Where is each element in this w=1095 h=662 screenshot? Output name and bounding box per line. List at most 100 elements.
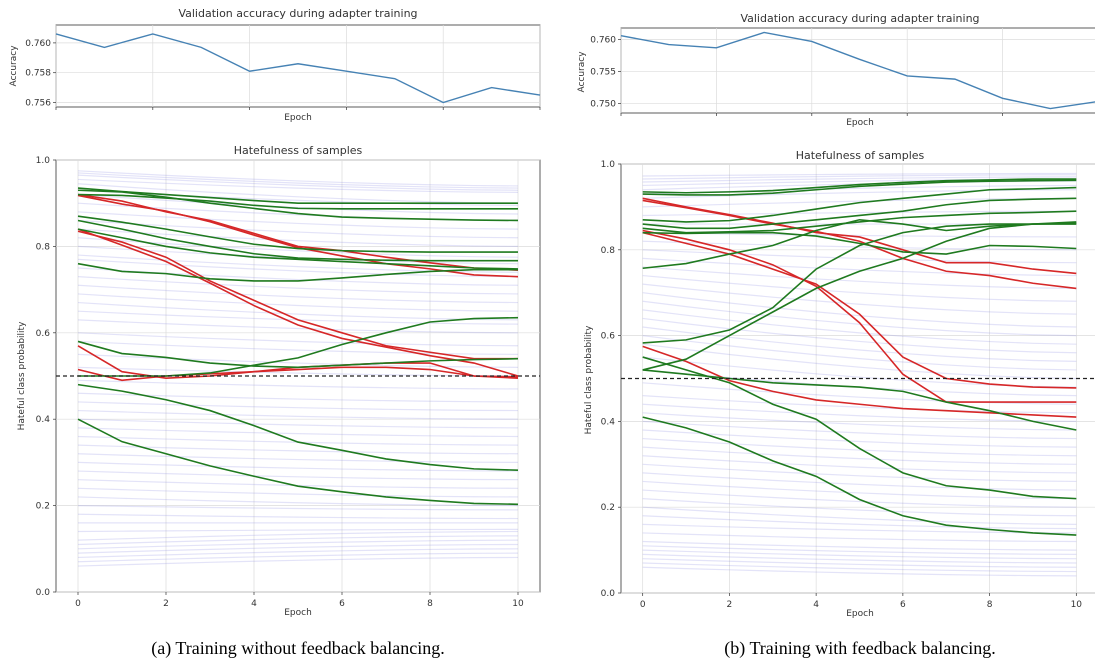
- panel-a-background-sample-line: [77, 174, 519, 191]
- panel-b-top-ytick-label: 0.760: [590, 36, 616, 46]
- panel-b-background-sample-line: [642, 562, 1077, 573]
- panel-b-background-sample-line: [642, 326, 1077, 362]
- panel-b-background-sample-line: [642, 210, 1077, 217]
- panel-b-red-sample-line: [642, 229, 1077, 403]
- panel-a-green-sample-line: [77, 383, 519, 471]
- panel-a-background-sample-line: [77, 453, 519, 463]
- panel-b-top-ytick-label: 0.755: [590, 67, 616, 77]
- panel-b-green-sample-line: [642, 197, 1077, 230]
- panel-b-caption: (b) Training with feedback balancing.: [724, 638, 995, 659]
- panel-b-green-sample-line: [642, 416, 1077, 536]
- panel-b-background-sample-line: [642, 429, 1077, 448]
- panel-a-background-sample-line: [77, 211, 519, 230]
- panel-a-background-sample-line: [77, 237, 519, 258]
- panel-b-background-sample-line: [642, 300, 1077, 337]
- panel-b-top-gridlines: [620, 28, 1095, 116]
- panel-a-background-sample-line: [77, 528, 519, 533]
- panel-b-bottom-yticks: 0.0 0.2 0.4 0.6 0.8 1.0: [601, 160, 621, 599]
- panel-a-green-sample-line: [77, 189, 519, 222]
- panel-b-background-sample-line: [642, 197, 1077, 208]
- panel-a-green-sample-line: [77, 340, 519, 369]
- panel-a-bottom-xticks: 0 2 4 6 8 10: [75, 592, 524, 609]
- panel-b-background-sample-line: [642, 498, 1077, 517]
- panel-a-top-series: [55, 33, 541, 104]
- panel-a-bottom-xtick-label: 10: [512, 599, 524, 609]
- panel-a-background-sample-line: [77, 487, 519, 498]
- panel-a-background-sample-line: [77, 444, 519, 455]
- panel-b-background-sample-line: [642, 176, 1077, 183]
- panel-a-green-sample-line: [77, 228, 519, 270]
- panel-a-red-sample-line: [77, 193, 519, 271]
- panel-b-background-sample-line: [642, 343, 1077, 380]
- panel-a-green-sample-line: [77, 215, 518, 253]
- panel-a-background-sample-line: [77, 418, 519, 429]
- panel-b-green-sample-line: [642, 221, 1077, 371]
- panel-a-green-sample-line: [77, 187, 518, 204]
- panel-b-bottom-ytick-label: 1.0: [601, 160, 616, 170]
- panel-a-bottom-xtick-label: 2: [163, 599, 169, 609]
- panel-b-background-sample-line: [642, 553, 1077, 564]
- panel-b-top-ylabel: Accuracy: [577, 51, 587, 93]
- panel-b-top-xlabel: Epoch: [846, 118, 874, 128]
- panel-a-bottom-title: Hatefulness of samples: [234, 144, 363, 157]
- panel-b-background-sample-line: [642, 437, 1077, 457]
- panel-b-bottom-ytick-label: 0.2: [601, 503, 615, 513]
- panel-b-top-title: Validation accuracy during adapter train…: [740, 12, 979, 25]
- panel-b-background-sample-line: [642, 317, 1077, 354]
- panel-a-background-sample-line: [77, 228, 519, 247]
- panel-b-accuracy-line: [620, 31, 1095, 110]
- panel-a-background-sample-line: [77, 409, 519, 420]
- panel-a-background-sample-line: [77, 470, 519, 481]
- panel-a-background-sample-line: [77, 505, 519, 511]
- panel-a-background-sample-line: [77, 319, 519, 334]
- panel-b-background-sample-line: [642, 558, 1077, 568]
- panel-b-green-sample-line: [642, 178, 1077, 194]
- panel-b-bottom-ytick-label: 0.8: [601, 246, 616, 256]
- panel-a-background-sample-line: [77, 301, 519, 321]
- panel-b-background-sample-line: [642, 549, 1077, 560]
- panel-b-background-sample-line: [642, 463, 1077, 483]
- panel-b-green-sample-line: [642, 223, 1077, 344]
- panel-b-background-sample-line: [642, 540, 1077, 551]
- panel-a-accuracy-line: [55, 33, 541, 104]
- panel-b-top-axes-frame: [620, 27, 1095, 114]
- panel-a-red-sample-line: [77, 230, 518, 360]
- panel-a-background-sample-line: [77, 535, 519, 546]
- panel-b-bottom-xtick-label: 8: [987, 600, 993, 610]
- panel-b-background-sample-line: [642, 266, 1077, 290]
- panel-a-bottom-xtick-label: 4: [251, 599, 257, 609]
- panel-a-top-title: Validation accuracy during adapter train…: [178, 7, 417, 20]
- panel-b-green-sample-line: [642, 186, 1077, 223]
- panel-a-top-ytick-label: 0.758: [25, 69, 51, 79]
- panel-a-caption: (a) Training without feedback balancing.: [151, 638, 444, 659]
- panel-a-background-sample-line: [77, 461, 519, 472]
- panel-a-background-sample-line: [77, 427, 519, 438]
- panel-b-bottom-ytick-label: 0.6: [601, 332, 616, 342]
- panel-a-background-sample-line: [77, 552, 519, 563]
- panel-a-top-xlabel: Epoch: [284, 113, 312, 123]
- panel-b-bottom-ylabel: Hateful class probability: [584, 325, 594, 434]
- panel-b-green-sample-line: [642, 369, 1077, 431]
- panel-b-background-sample-line: [642, 174, 1077, 180]
- panel-b-background-sample-line: [642, 309, 1077, 345]
- panel-a: Validation accuracy during adapter train…: [9, 7, 541, 659]
- panel-a-red-sample-line: [77, 366, 519, 382]
- panel-b-bottom-xtick-label: 6: [900, 600, 906, 610]
- panel-b-background-sample-line: [642, 566, 1077, 577]
- panel-b-top-ytick-label: 0.750: [590, 99, 616, 109]
- panel-b-background-sample-line: [642, 472, 1077, 491]
- panel-b-bottom-xlabel: Epoch: [846, 609, 874, 619]
- panel-b-bottom-xticks: 0 2 4 6 8 10: [640, 593, 1082, 610]
- panel-a-red-sample-line: [77, 228, 519, 377]
- panel-b-background-sample-line: [642, 249, 1077, 264]
- panel-b-red-sample-line: [642, 231, 1077, 389]
- panel-a-background-sample-line: [77, 219, 519, 239]
- panel-a-background-sample-line: [77, 513, 519, 520]
- panel-a-background-sample-line: [77, 332, 519, 347]
- panel-b-bottom-ytick-label: 0.4: [601, 417, 616, 427]
- panel-b-bottom-ytick-label: 0.0: [601, 589, 616, 599]
- panel-a-background-sample-line: [77, 556, 519, 567]
- panel-b-background-sample-line: [642, 455, 1077, 474]
- panel-b-green-sample-line: [642, 179, 1077, 196]
- panel-a-bottom-xtick-label: 8: [427, 599, 433, 609]
